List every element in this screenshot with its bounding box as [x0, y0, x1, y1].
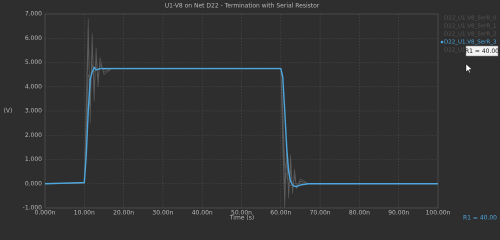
legend-marker — [440, 40, 444, 44]
y-tick-label: 7.000 — [25, 11, 42, 18]
tooltip: R1 = 40.00 — [465, 48, 499, 55]
x-tick-label: 10.00n — [74, 210, 95, 217]
y-tick-label: 4.000 — [25, 83, 42, 90]
legend-entry: D22_U1.V8_SerR_3 — [444, 40, 497, 46]
y-tick-label: 3.000 — [25, 108, 42, 115]
chart-title: U1-V8 on Net D22 - Termination with Seri… — [165, 3, 320, 10]
y-tick-label: 2.000 — [25, 132, 42, 139]
series-line — [44, 66, 438, 188]
tooltip-box — [465, 45, 499, 57]
y-tick-label: 1.000 — [25, 156, 42, 163]
x-tick-label: 50.00n — [231, 210, 252, 217]
plot-border — [44, 13, 439, 209]
x-tick-label: 60.00n — [270, 210, 291, 217]
y-tick-label: 6.000 — [25, 35, 42, 42]
status-text: R1 = 40.00 — [463, 215, 497, 222]
x-tick-label: 90.00n — [388, 210, 409, 217]
x-axis-label: Time (s) — [229, 215, 254, 222]
y-tick-label: 5.000 — [25, 59, 42, 66]
legend-entry: D22_U1.V8_SerR_0 — [444, 16, 497, 22]
background — [0, 0, 500, 226]
x-tick-label: 0.000n — [35, 210, 56, 217]
x-tick-label: 20.00n — [113, 210, 134, 217]
plot-area — [44, 13, 439, 209]
cursor — [465, 63, 473, 74]
legend-entry: D22_U1.V8_SerR_2 — [444, 32, 496, 38]
x-tick-label: 100.00n — [426, 210, 451, 217]
chart: U1-V8 on Net D22 - Termination with Seri… — [0, 0, 500, 226]
x-tick-label: 70.00n — [310, 210, 331, 217]
x-tick-label: 30.00n — [152, 210, 173, 217]
y-axis-label: (V) — [4, 108, 13, 115]
legend-entry: D22_U1.V8_SerR_1 — [444, 24, 496, 30]
x-tick-label: 80.00n — [349, 210, 370, 217]
x-tick-label: 40.00n — [192, 210, 213, 217]
y-tick-label: 0.000 — [25, 180, 42, 187]
y-tick-label: -1.000 — [23, 205, 43, 212]
